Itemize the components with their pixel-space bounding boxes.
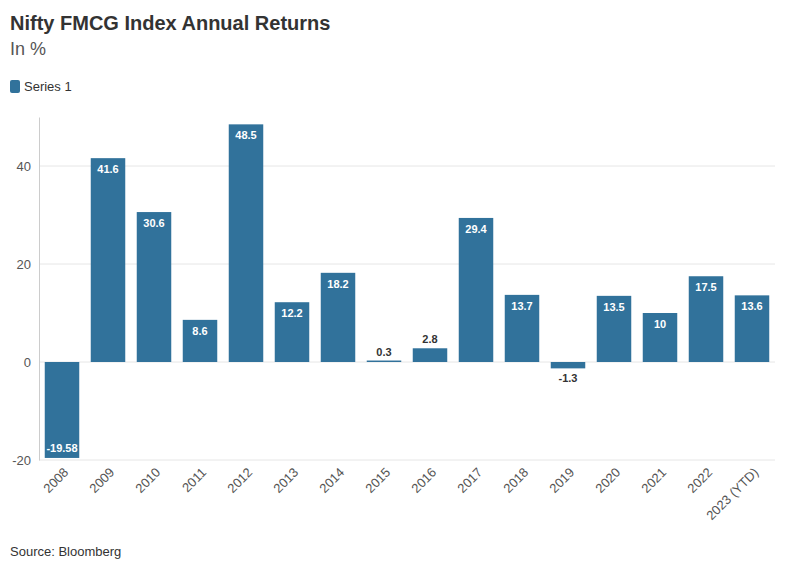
data-labels: -19.58 41.6 30.6 8.6 48.5 12.2 18.2 0.3 2.8 29.4 1… [46, 129, 762, 454]
y-tick-label: -20 [12, 453, 31, 468]
y-tick-label: 20 [17, 257, 31, 272]
legend-label: Series 1 [24, 79, 72, 94]
data-label: 41.6 [97, 163, 118, 175]
y-axis: -20 0 20 40 [12, 118, 39, 468]
source: Source: Bloomberg [10, 544, 121, 559]
x-tick: 2022 [684, 460, 715, 496]
data-label: 13.5 [603, 301, 624, 313]
x-tick: 2020 [592, 460, 623, 496]
bar [367, 361, 402, 362]
x-tick-label: 2021 [638, 465, 669, 496]
bar [597, 296, 632, 362]
y-tick: -20 [12, 453, 39, 468]
x-tick-label: 2017 [454, 465, 485, 496]
y-tick: 40 [17, 159, 39, 174]
x-tick: 2012 [224, 460, 255, 496]
bar [643, 313, 678, 362]
x-axis: 2008 2009 2010 2011 2012 2013 2014 2015 2016 2017… [40, 460, 761, 523]
x-tick: 2023 (YTD) [703, 460, 761, 523]
data-label: 29.4 [465, 223, 487, 235]
y-tick: 0 [24, 355, 39, 370]
data-label: 48.5 [235, 129, 256, 141]
grid-line [39, 166, 775, 167]
y-tick-label: 40 [17, 159, 31, 174]
bar [183, 320, 218, 362]
x-tick-label: 2012 [224, 465, 255, 496]
x-tick-label: 2019 [546, 465, 577, 496]
x-tick: 2013 [270, 460, 301, 496]
x-tick-label: 2022 [684, 465, 715, 496]
x-tick-label: 2014 [316, 465, 347, 496]
data-label: 17.5 [695, 281, 716, 293]
chart-svg: Nifty FMCG Index Annual Returns In % Serie… [0, 0, 796, 575]
grid-line [39, 460, 775, 461]
x-tick-label: 2018 [500, 465, 531, 496]
x-tick-label: 2020 [592, 465, 623, 496]
x-tick: 2014 [316, 460, 347, 496]
x-tick-label: 2016 [408, 465, 439, 496]
legend: Series 1 [10, 79, 72, 94]
bar [459, 218, 494, 362]
data-label: -19.58 [46, 442, 77, 454]
bar [275, 302, 310, 362]
x-tick-label: 2013 [270, 465, 301, 496]
x-tick-label: 2009 [86, 465, 117, 496]
bar [137, 212, 172, 362]
y-tick-label: 0 [24, 355, 31, 370]
x-tick: 2017 [454, 460, 485, 496]
bar [689, 276, 724, 362]
data-label: 0.3 [376, 346, 391, 358]
x-tick-label: 2010 [132, 465, 163, 496]
x-tick: 2009 [86, 460, 117, 496]
data-label: 30.6 [143, 217, 164, 229]
bar [229, 124, 264, 362]
legend-swatch [10, 80, 20, 93]
x-tick: 2016 [408, 460, 439, 496]
x-tick: 2015 [362, 460, 393, 496]
bar [551, 362, 586, 368]
x-tick-label: 2008 [40, 465, 71, 496]
data-label: 8.6 [192, 325, 207, 337]
x-tick: 2011 [179, 460, 209, 495]
x-tick: 2021 [638, 460, 669, 496]
bars [45, 124, 770, 458]
data-label: 13.7 [511, 300, 532, 312]
bar [735, 295, 770, 362]
title: Nifty FMCG Index Annual Returns [10, 12, 330, 34]
chart-container: Nifty FMCG Index Annual Returns In % Serie… [0, 0, 796, 575]
bar [321, 273, 356, 362]
x-tick: 2008 [40, 460, 71, 496]
y-axis-line [39, 118, 40, 461]
x-tick-label: 2011 [179, 465, 209, 495]
x-tick: 2019 [546, 460, 577, 496]
bar [91, 158, 126, 362]
data-label: 18.2 [327, 278, 348, 290]
x-tick: 2018 [500, 460, 531, 496]
grid [39, 166, 775, 460]
data-label: -1.3 [559, 372, 578, 384]
data-label: 13.6 [741, 300, 762, 312]
data-label: 12.2 [281, 307, 302, 319]
data-label: 10 [654, 318, 666, 330]
bar [505, 295, 540, 362]
y-tick: 20 [17, 257, 39, 272]
bar [45, 362, 80, 458]
x-tick: 2010 [132, 460, 163, 496]
x-tick-label: 2015 [362, 465, 393, 496]
subtitle: In % [10, 39, 46, 59]
x-tick-label: 2023 (YTD) [703, 465, 761, 523]
data-label: 2.8 [422, 333, 437, 345]
legend-item: Series 1 [10, 79, 72, 94]
bar [413, 348, 448, 362]
